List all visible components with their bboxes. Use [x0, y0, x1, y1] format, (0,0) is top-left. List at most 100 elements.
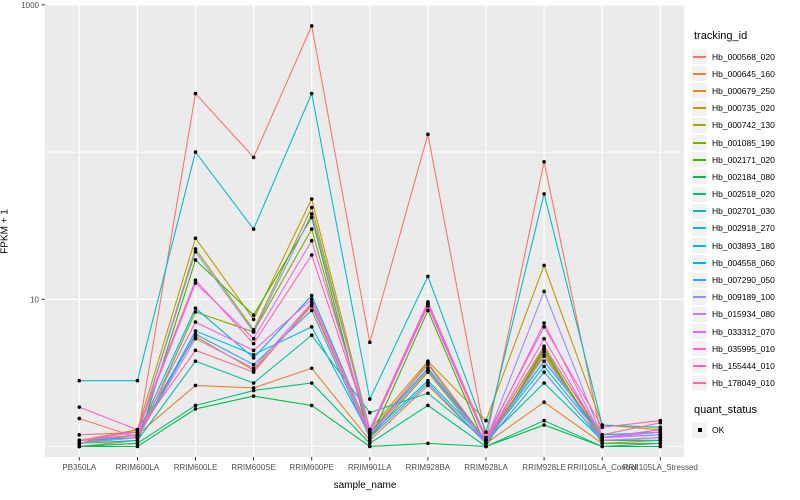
legend-key-line-icon	[692, 100, 707, 116]
data-point	[251, 352, 256, 357]
x-tick-label: RRIM928LE	[522, 463, 566, 472]
data-point	[368, 444, 372, 449]
legend-item: Hb_002918_270	[692, 220, 798, 237]
data-point	[542, 423, 546, 427]
legend-item: Hb_009189_100	[692, 289, 798, 306]
legend-item: Hb_015934_080	[692, 306, 798, 323]
legend-key-line-icon	[692, 135, 707, 151]
data-point	[251, 370, 256, 374]
data-point	[193, 247, 198, 251]
data-point	[135, 444, 140, 449]
data-point	[251, 394, 256, 398]
data-point	[251, 362, 256, 367]
data-point	[135, 430, 140, 435]
legend-item-label: Hb_009189_100	[712, 292, 775, 303]
data-point	[426, 361, 430, 365]
data-point	[193, 348, 198, 353]
data-point	[135, 427, 140, 432]
legend-quant-status: quant_status OK	[692, 404, 798, 439]
data-point	[658, 427, 663, 432]
legend-item-label: Hb_000679_250	[712, 85, 775, 96]
legend-key-color	[693, 364, 706, 367]
data-point	[542, 325, 546, 329]
legend-key-color	[693, 330, 706, 333]
data-point	[484, 435, 488, 440]
data-point	[193, 332, 198, 336]
legend-item-label: Hb_002701_030	[712, 206, 775, 217]
legend-item-label: Hb_003893_180	[712, 240, 775, 251]
data-point	[135, 438, 140, 443]
data-point	[542, 400, 546, 404]
legend-title-tracking-id: tracking_id	[694, 30, 748, 42]
y-axis-title: FPKM + 1	[0, 209, 11, 254]
data-point	[193, 403, 198, 408]
data-point	[484, 430, 488, 435]
data-point	[309, 238, 314, 243]
data-point	[309, 205, 314, 210]
data-point	[193, 278, 198, 282]
data-point	[368, 435, 372, 440]
data-point	[426, 441, 430, 446]
legend-key-line-icon	[692, 306, 707, 322]
legend-key-line-icon	[692, 220, 707, 236]
legend-item-label: Hb_002518_020	[712, 189, 775, 200]
data-point	[542, 159, 546, 164]
x-tick-label: RRIM928BA	[406, 463, 451, 472]
data-point	[658, 420, 663, 425]
data-point	[368, 438, 372, 443]
data-point	[484, 444, 488, 449]
legend-key-line-icon	[692, 272, 707, 288]
legend-key-color	[693, 55, 706, 58]
data-point	[658, 441, 663, 446]
legend-item-label: Hb_000742_130	[712, 120, 775, 131]
legend-quant-rows: OK	[692, 422, 798, 439]
legend-item: Hb_155444_010	[692, 357, 798, 374]
x-tick-label: RRIM901LA	[348, 463, 392, 472]
data-point	[309, 227, 314, 231]
legend-key-color	[693, 141, 706, 144]
data-point	[193, 359, 198, 363]
data-point	[658, 433, 663, 437]
legend-item: Hb_035995_010	[692, 340, 798, 357]
data-point	[542, 418, 546, 423]
legend-key-color	[693, 313, 706, 316]
legend-item: Hb_178049_010	[692, 375, 798, 392]
legend-key-line-icon	[692, 341, 707, 357]
legend-key-color	[693, 244, 706, 247]
legend-key-line-icon	[692, 49, 707, 65]
legend-key-line-icon	[692, 358, 707, 374]
data-point	[77, 444, 82, 449]
y-tick-label: 10	[30, 295, 39, 304]
data-point	[251, 386, 256, 390]
data-point	[542, 192, 546, 196]
legend-item-label: Hb_000735_020	[712, 103, 775, 114]
legend-item: Hb_000645_160	[692, 65, 798, 82]
data-point	[309, 302, 314, 306]
data-point	[600, 425, 604, 430]
data-point	[368, 410, 372, 415]
data-point	[426, 304, 430, 308]
data-point	[542, 354, 546, 359]
data-point	[77, 433, 82, 437]
data-point	[309, 297, 314, 302]
x-tick-label: RRII105LA_Control	[568, 463, 638, 472]
data-point	[426, 308, 430, 313]
data-point	[135, 378, 140, 383]
legend-key-line-icon	[692, 152, 707, 168]
legend-key-line-icon	[692, 83, 707, 99]
data-point	[193, 320, 198, 324]
legend-key-line-icon	[692, 324, 707, 340]
data-point	[251, 388, 256, 393]
legend-item-label: Hb_155444_010	[712, 360, 775, 371]
x-tick-label: RRIM928LA	[464, 463, 508, 472]
data-point	[193, 150, 198, 154]
data-point	[77, 405, 82, 409]
legend-item: Hb_000568_020	[692, 48, 798, 65]
legend-item: Hb_007290_050	[692, 271, 798, 288]
data-point	[77, 441, 82, 446]
legend-tracking-rows: Hb_000568_020 Hb_000645_160 Hb_000679_250 H…	[692, 48, 798, 392]
legend-key-color	[693, 193, 706, 196]
legend-item: Hb_000679_250	[692, 82, 798, 99]
legend-key-color	[693, 124, 706, 127]
